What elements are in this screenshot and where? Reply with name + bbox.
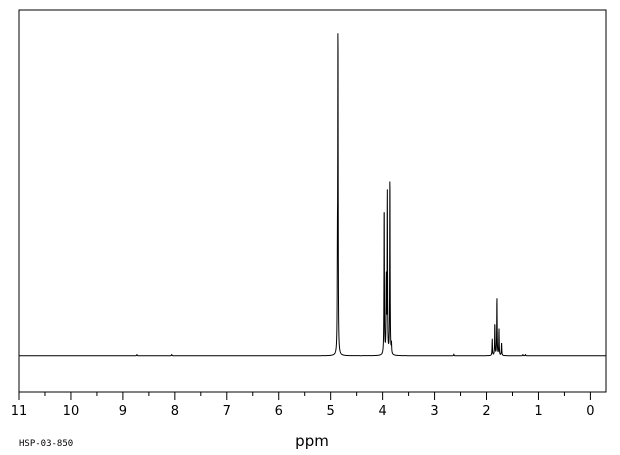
tick-label-1: 1 bbox=[534, 404, 542, 419]
x-axis-ticks bbox=[18, 392, 591, 400]
tick-label-3: 3 bbox=[430, 404, 438, 419]
x-axis-tick-labels: 11 10 9 8 7 6 5 4 3 2 1 0 bbox=[11, 404, 595, 419]
sample-id-label: HSP-03-850 bbox=[19, 439, 73, 449]
tick-label-8: 8 bbox=[171, 404, 179, 419]
plot-frame bbox=[18, 9, 607, 393]
tick-label-6: 6 bbox=[275, 404, 283, 419]
tick-label-9: 9 bbox=[119, 404, 127, 419]
tick-label-2: 2 bbox=[482, 404, 490, 419]
x-axis-title: ppm bbox=[295, 432, 329, 450]
tick-label-11: 11 bbox=[11, 404, 28, 419]
spectrum-line bbox=[18, 33, 607, 357]
tick-label-5: 5 bbox=[327, 404, 335, 419]
tick-label-4: 4 bbox=[378, 404, 386, 419]
tick-label-10: 10 bbox=[63, 404, 80, 419]
tick-label-0: 0 bbox=[586, 404, 594, 419]
tick-label-7: 7 bbox=[223, 404, 231, 419]
